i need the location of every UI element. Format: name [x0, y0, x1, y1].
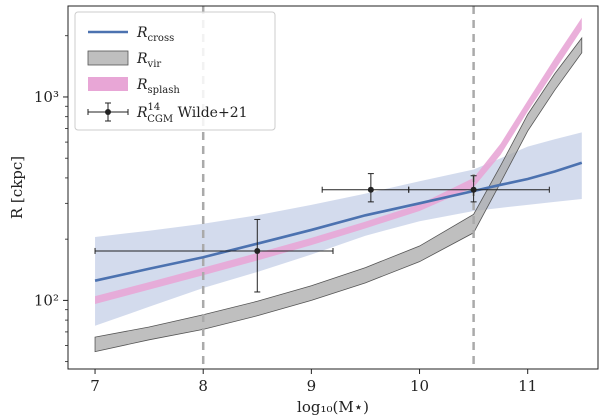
errorbar-point-0	[254, 247, 261, 254]
legend-label-cross: Rcross	[136, 25, 174, 44]
legend-label-vir: Rvir	[136, 51, 161, 70]
axes-layer: 7 8 9 10 11 10² 10³	[34, 35, 537, 395]
legend: Rcross Rvir Rsplash R14 CGM Wilde+21	[74, 11, 276, 131]
plot-frame	[67, 5, 599, 370]
bands-layer	[94, 17, 583, 353]
x-tick-label-2: 9	[307, 377, 317, 395]
r-cross-line	[94, 161, 583, 282]
y-tick-label-1: 10³	[34, 88, 59, 106]
x-tick-label-3: 10	[410, 377, 429, 395]
y-tick-label-0: 10²	[34, 291, 59, 309]
x-tick-label-0: 7	[90, 377, 100, 395]
legend-handle-cgm-dot	[105, 109, 111, 115]
errorbar-point-2	[470, 186, 477, 193]
x-tick-label-4: 11	[518, 377, 537, 395]
legend-label-splash: Rsplash	[136, 77, 180, 96]
x-axis-label: log₁₀(M⋆)	[297, 398, 369, 416]
y-axis-label: R [ckpc]	[8, 156, 26, 219]
legend-label-cgm: R14 CGM Wilde+21	[136, 102, 248, 125]
legend-box	[74, 11, 276, 131]
errorbars-layer	[94, 173, 550, 293]
x-tick-label-1: 8	[198, 377, 208, 395]
legend-handle-splash	[88, 77, 128, 91]
legend-handle-vir	[87, 50, 129, 66]
r-vir-band	[94, 36, 583, 353]
r-cross-band	[95, 132, 582, 326]
errorbar-point-1	[367, 186, 374, 193]
lines-layer	[94, 161, 583, 282]
